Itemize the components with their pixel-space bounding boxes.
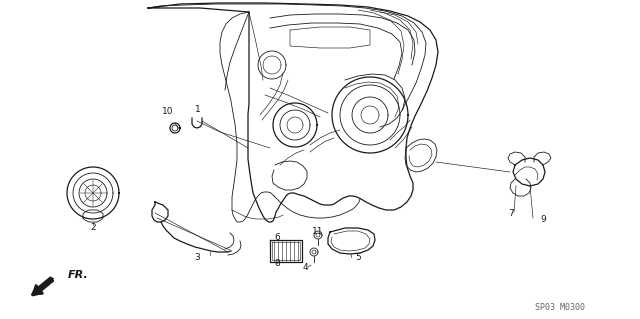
Text: 6: 6 bbox=[274, 233, 280, 241]
Text: 11: 11 bbox=[312, 226, 324, 235]
Text: 4: 4 bbox=[302, 263, 308, 272]
Text: 10: 10 bbox=[163, 107, 173, 115]
Text: 5: 5 bbox=[355, 254, 361, 263]
Text: 2: 2 bbox=[90, 224, 96, 233]
Text: 9: 9 bbox=[540, 216, 546, 225]
Text: FR.: FR. bbox=[68, 270, 89, 280]
Text: 3: 3 bbox=[194, 254, 200, 263]
Text: 8: 8 bbox=[274, 259, 280, 269]
Text: SP03 M0300: SP03 M0300 bbox=[535, 303, 585, 313]
Text: 1: 1 bbox=[195, 105, 201, 114]
Text: 7: 7 bbox=[508, 210, 514, 219]
FancyArrow shape bbox=[33, 277, 54, 294]
